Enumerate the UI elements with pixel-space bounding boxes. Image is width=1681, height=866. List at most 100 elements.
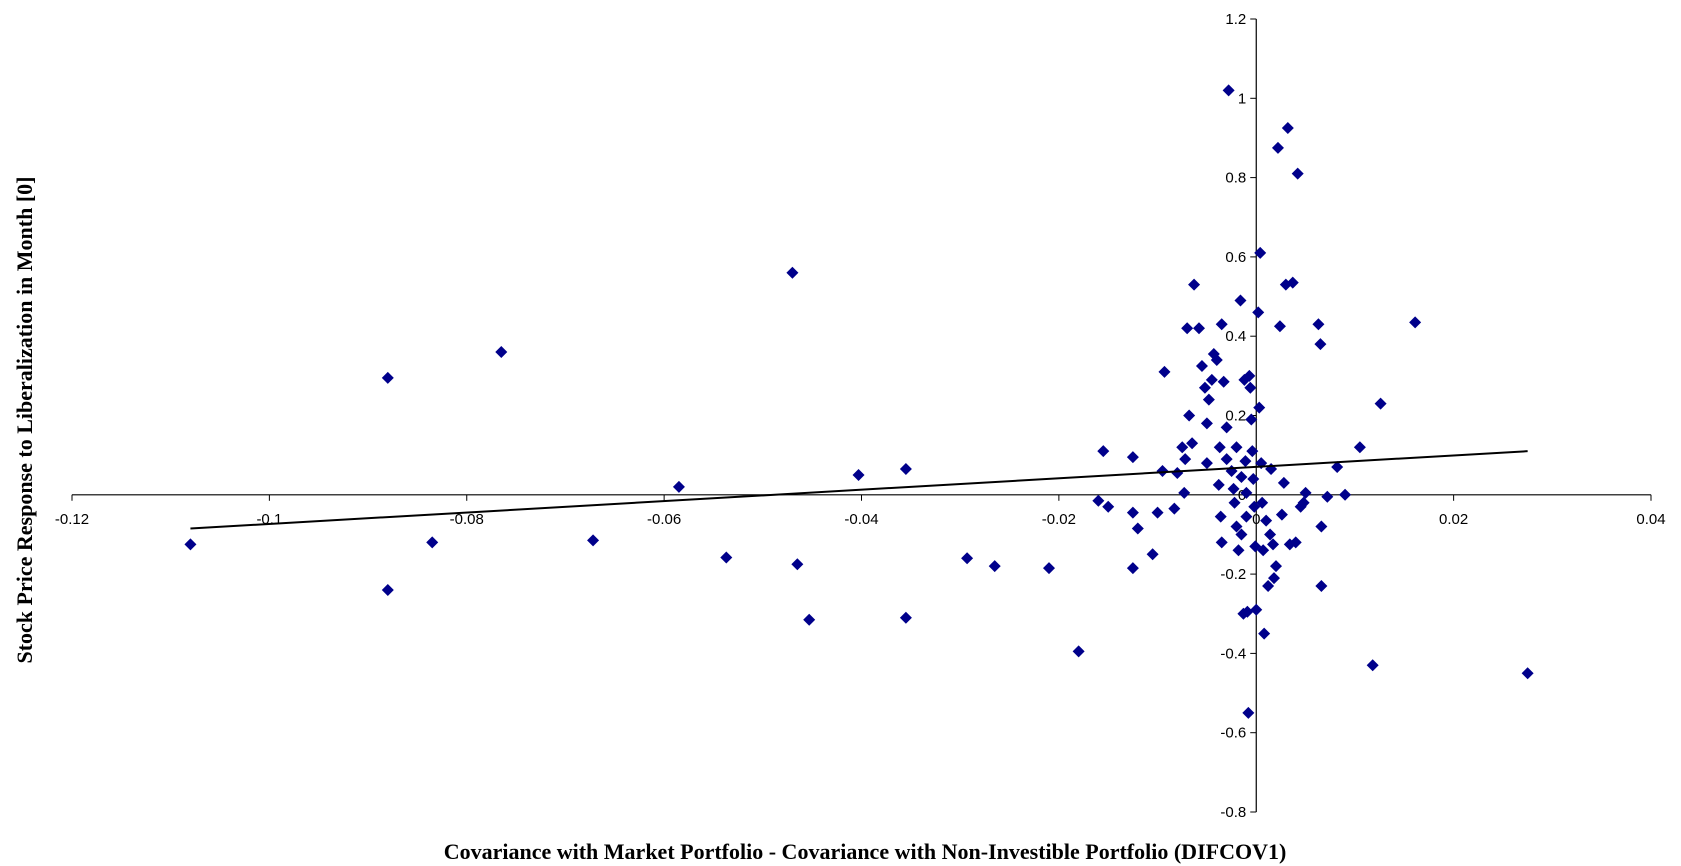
y-tick-label: -0.8: [1220, 804, 1246, 821]
data-point: [1230, 520, 1243, 533]
data-point: [1227, 482, 1240, 495]
data-point: [1188, 278, 1201, 291]
y-tick-label: 1.2: [1225, 11, 1246, 28]
data-point: [1242, 706, 1255, 719]
data-point: [1214, 510, 1227, 523]
data-point: [1286, 276, 1299, 289]
data-point: [1230, 441, 1243, 454]
data-point: [1262, 579, 1275, 592]
data-point: [1254, 246, 1267, 259]
y-tick-label: 0.4: [1225, 328, 1246, 345]
data-point: [786, 266, 799, 279]
data-point: [1258, 627, 1271, 640]
data-point: [1521, 667, 1534, 680]
data-point: [1232, 544, 1245, 557]
data-point: [672, 480, 685, 493]
data-point: [1275, 508, 1288, 521]
data-point: [1171, 466, 1184, 479]
data-point: [1331, 461, 1344, 474]
data-point: [1234, 294, 1247, 307]
data-point: [184, 538, 197, 551]
data-point: [1235, 470, 1248, 483]
data-point: [1193, 322, 1206, 335]
data-point: [1151, 506, 1164, 519]
data-point: [1289, 536, 1302, 549]
data-point: [1228, 496, 1241, 509]
data-point: [1281, 122, 1294, 135]
trend-line: [190, 450, 1528, 530]
data-point: [1277, 476, 1290, 489]
data-point: [1158, 365, 1171, 378]
data-point: [1291, 167, 1304, 180]
data-point: [1222, 84, 1235, 97]
data-point: [1315, 520, 1328, 533]
data-point: [1186, 437, 1199, 450]
data-point: [1200, 417, 1213, 430]
data-point: [961, 552, 974, 565]
data-point: [1220, 453, 1233, 466]
x-tick-label: -0.04: [844, 511, 878, 528]
data-point: [1273, 320, 1286, 333]
data-point: [1205, 373, 1218, 386]
data-point: [720, 551, 733, 564]
data-point: [1409, 316, 1422, 329]
data-point: [1179, 453, 1192, 466]
y-axis-ticks: -0.8 -0.6 -0.4 -0.2 0 0.2 0.4 0.6 0.8 1 1.2: [1220, 11, 1257, 821]
data-point: [1299, 486, 1312, 499]
data-point: [1339, 488, 1352, 501]
x-tick-label: -0.02: [1042, 511, 1076, 528]
data-point: [1271, 141, 1284, 154]
data-point: [852, 468, 865, 481]
y-tick-label: -0.2: [1220, 566, 1246, 583]
data-point: [899, 463, 912, 476]
data-point: [1168, 502, 1181, 515]
data-point: [1260, 514, 1273, 527]
data-point: [1183, 409, 1196, 422]
data-point: [1235, 528, 1248, 541]
data-point: [1156, 465, 1169, 478]
data-point: [495, 346, 508, 359]
data-point: [1092, 494, 1105, 507]
data-point: [1126, 562, 1139, 575]
y-tick-label: 0.2: [1225, 408, 1246, 425]
data-point: [1243, 369, 1256, 382]
data-point: [1215, 318, 1228, 331]
x-tick-label: 0: [1252, 511, 1260, 528]
data-point: [1374, 397, 1387, 410]
data-points: [184, 84, 1534, 719]
data-point: [1256, 496, 1269, 509]
data-point: [1314, 338, 1327, 351]
data-point: [1253, 401, 1266, 414]
data-point: [381, 371, 394, 384]
data-point: [1215, 536, 1228, 549]
data-point: [1268, 572, 1281, 585]
data-point: [1315, 579, 1328, 592]
data-point: [1297, 496, 1310, 509]
y-axis-title: Stock Price Response to Liberalization i…: [12, 176, 37, 663]
data-point: [791, 558, 804, 571]
data-point: [1225, 465, 1238, 478]
data-point: [1217, 375, 1230, 388]
data-point: [803, 613, 816, 626]
data-point: [1097, 445, 1110, 458]
x-tick-label: -0.08: [450, 511, 484, 528]
data-point: [1239, 455, 1252, 468]
data-point: [1240, 486, 1253, 499]
data-point: [1202, 393, 1215, 406]
data-point: [1212, 478, 1225, 491]
data-point: [381, 583, 394, 596]
data-point: [1195, 359, 1208, 372]
y-tick-label: -0.6: [1220, 725, 1246, 742]
data-point: [1312, 318, 1325, 331]
x-axis-ticks: -0.12 -0.1 -0.08 -0.06 -0.04 -0.02 0 0.02 0.04: [55, 494, 1666, 528]
data-point: [988, 560, 1001, 573]
data-point: [1213, 441, 1226, 454]
x-tick-label: -0.12: [55, 511, 89, 528]
data-point: [1200, 457, 1213, 470]
data-point: [1245, 413, 1258, 426]
x-tick-label: 0.02: [1439, 511, 1468, 528]
data-point: [1244, 381, 1257, 394]
data-point: [1126, 451, 1139, 464]
data-point: [1146, 548, 1159, 561]
